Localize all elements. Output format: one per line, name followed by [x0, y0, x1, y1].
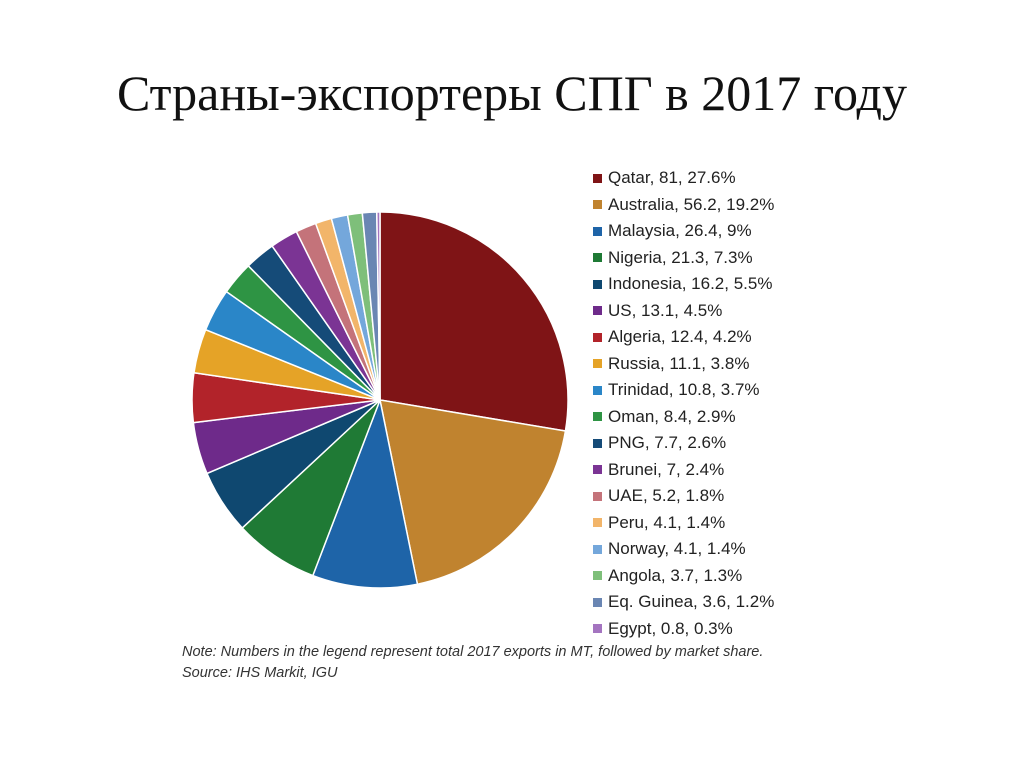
legend-item: Oman, 8.4, 2.9% — [593, 404, 893, 431]
legend-swatch — [593, 279, 602, 289]
legend-label: Algeria, 12.4, 4.2% — [608, 327, 752, 347]
legend-swatch — [593, 465, 602, 475]
legend-item: Brunei, 7, 2.4% — [593, 457, 893, 484]
legend-swatch — [593, 332, 602, 342]
legend-item: Qatar, 81, 27.6% — [593, 165, 893, 192]
legend-label: Australia, 56.2, 19.2% — [608, 194, 775, 214]
legend-swatch — [593, 306, 602, 316]
legend-label: Egypt, 0.8, 0.3% — [608, 618, 733, 638]
legend-label: Russia, 11.1, 3.8% — [608, 353, 750, 373]
pie-slice-qatar — [379, 211, 569, 432]
legend-label: Oman, 8.4, 2.9% — [608, 406, 736, 426]
legend-swatch — [593, 200, 602, 210]
legend-swatch — [593, 412, 602, 422]
legend-swatch — [593, 571, 602, 581]
legend-item: Peru, 4.1, 1.4% — [593, 510, 893, 537]
pie-slice-malaysia — [311, 397, 419, 589]
legend-item: UAE, 5.2, 1.8% — [593, 483, 893, 510]
legend-item: US, 13.1, 4.5% — [593, 298, 893, 325]
legend-label: Brunei, 7, 2.4% — [608, 459, 725, 479]
legend-item: Egypt, 0.8, 0.3% — [593, 616, 893, 643]
legend-swatch — [593, 597, 602, 607]
legend-label: Nigeria, 21.3, 7.3% — [608, 247, 753, 267]
legend-item: Russia, 11.1, 3.8% — [593, 351, 893, 378]
legend-swatch — [593, 544, 602, 554]
legend-swatch — [593, 173, 602, 183]
legend-swatch — [593, 226, 602, 236]
pie-slice-australia — [379, 399, 567, 586]
legend-swatch — [593, 253, 602, 263]
legend-label: UAE, 5.2, 1.8% — [608, 486, 725, 506]
legend-item: Nigeria, 21.3, 7.3% — [593, 245, 893, 272]
legend-label: Trinidad, 10.8, 3.7% — [608, 380, 760, 400]
legend-item: PNG, 7.7, 2.6% — [593, 430, 893, 457]
chart-legend: Qatar, 81, 27.6% Australia, 56.2, 19.2% Ma… — [593, 165, 893, 642]
legend-label: Norway, 4.1, 1.4% — [608, 539, 746, 559]
legend-swatch — [593, 359, 602, 369]
legend-label: Peru, 4.1, 1.4% — [608, 512, 726, 532]
legend-label: Angola, 3.7, 1.3% — [608, 565, 743, 585]
slide-title: Страны-экспортеры СПГ в 2017 году — [116, 65, 907, 121]
legend-swatch — [593, 438, 602, 448]
legend-item: Trinidad, 10.8, 3.7% — [593, 377, 893, 404]
legend-item: Malaysia, 26.4, 9% — [593, 218, 893, 245]
pie-chart — [191, 211, 569, 589]
legend-label: US, 13.1, 4.5% — [608, 300, 723, 320]
pie-slice-egypt — [376, 211, 381, 401]
chart-note: Note: Numbers in the legend represent to… — [182, 644, 764, 682]
legend-swatch — [593, 624, 602, 634]
legend-item: Angola, 3.7, 1.3% — [593, 563, 893, 590]
legend-swatch — [593, 491, 602, 501]
legend-label: PNG, 7.7, 2.6% — [608, 433, 727, 453]
legend-label: Qatar, 81, 27.6% — [608, 168, 736, 188]
legend-item: Australia, 56.2, 19.2% — [593, 192, 893, 219]
legend-label: Malaysia, 26.4, 9% — [608, 221, 752, 241]
legend-item: Indonesia, 16.2, 5.5% — [593, 271, 893, 298]
legend-item: Eq. Guinea, 3.6, 1.2% — [593, 589, 893, 616]
legend-item: Algeria, 12.4, 4.2% — [593, 324, 893, 351]
legend-label: Indonesia, 16.2, 5.5% — [608, 274, 773, 294]
legend-swatch — [593, 385, 602, 395]
legend-item: Norway, 4.1, 1.4% — [593, 536, 893, 563]
legend-swatch — [593, 518, 602, 528]
legend-label: Eq. Guinea, 3.6, 1.2% — [608, 592, 775, 612]
